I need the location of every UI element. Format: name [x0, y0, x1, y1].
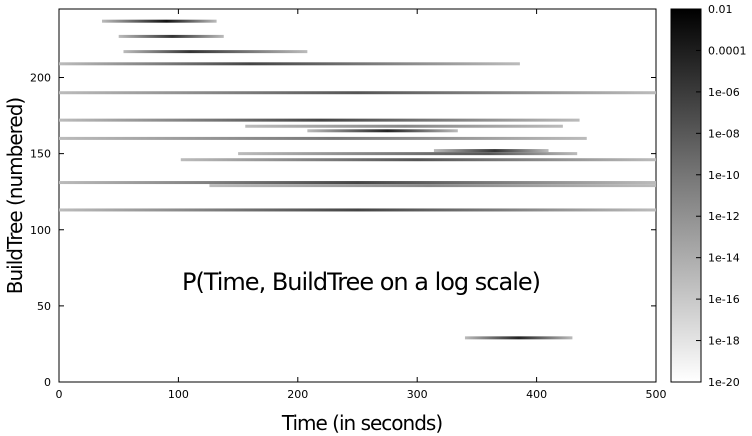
colorbar [670, 8, 702, 383]
colorbar-tick-label: 1e-12 [708, 210, 740, 223]
segment-buildtree-131 [59, 181, 656, 185]
segment-buildtree-129 [209, 184, 656, 188]
segment-buildtree-146 [180, 158, 656, 162]
x-tick-label: 300 [407, 388, 428, 401]
plot-annotation: P(Time, BuildTree on a log scale) [182, 268, 540, 296]
x-tick-label: 400 [526, 388, 547, 401]
colorbar-tick-label: 1e-16 [708, 293, 740, 306]
colorbar-tick-label: 1e-08 [708, 127, 740, 140]
colorbar-tick-label: 0.0001 [708, 44, 747, 57]
x-tick-label: 100 [168, 388, 189, 401]
segment-buildtree-227 [118, 34, 224, 38]
y-tick-label: 150 [30, 148, 51, 161]
y-axis-label: BuildTree (numbered) [3, 98, 27, 295]
colorbar-tick-label: 1e-06 [708, 86, 740, 99]
segment-buildtree-190 [59, 91, 656, 95]
x-axis: 0 100 200 300 400 500 [56, 9, 667, 401]
y-tick-label: 50 [37, 300, 51, 313]
segment-buildtree-29 [464, 336, 573, 340]
x-tick-label: 0 [56, 388, 63, 401]
segment-buildtree-168 [245, 124, 563, 128]
y-tick-label: 200 [30, 72, 51, 85]
colorbar-ticks: 0.01 0.0001 1e-06 1e-08 1e-10 1e-12 1e-14 1e-16… [696, 3, 747, 389]
segment-buildtree-113 [59, 208, 656, 212]
plot-area [58, 8, 657, 383]
y-axis: 0 50 100 150 200 [30, 72, 656, 389]
segment-buildtree-209 [59, 62, 520, 66]
data-segments [59, 19, 656, 340]
x-tick-label: 200 [287, 388, 308, 401]
x-tick-label: 500 [646, 388, 667, 401]
segment-buildtree-150 [238, 152, 578, 156]
colorbar-tick-label: 1e-20 [708, 376, 740, 389]
segment-buildtree-172 [59, 118, 580, 122]
colorbar-tick-label: 1e-10 [708, 169, 740, 182]
segment-buildtree-165 [307, 129, 458, 133]
colorbar-tick-label: 1e-14 [708, 252, 740, 265]
colorbar-tick-label: 1e-18 [708, 335, 740, 348]
segment-buildtree-152 [433, 149, 549, 153]
x-axis-label: Time (in seconds) [281, 411, 442, 435]
segment-buildtree-237 [101, 19, 217, 23]
segment-buildtree-160 [59, 136, 587, 140]
y-tick-label: 0 [44, 376, 51, 389]
y-tick-label: 100 [30, 224, 51, 237]
segment-buildtree-217 [123, 50, 308, 54]
colorbar-tick-label: 0.01 [708, 3, 733, 16]
